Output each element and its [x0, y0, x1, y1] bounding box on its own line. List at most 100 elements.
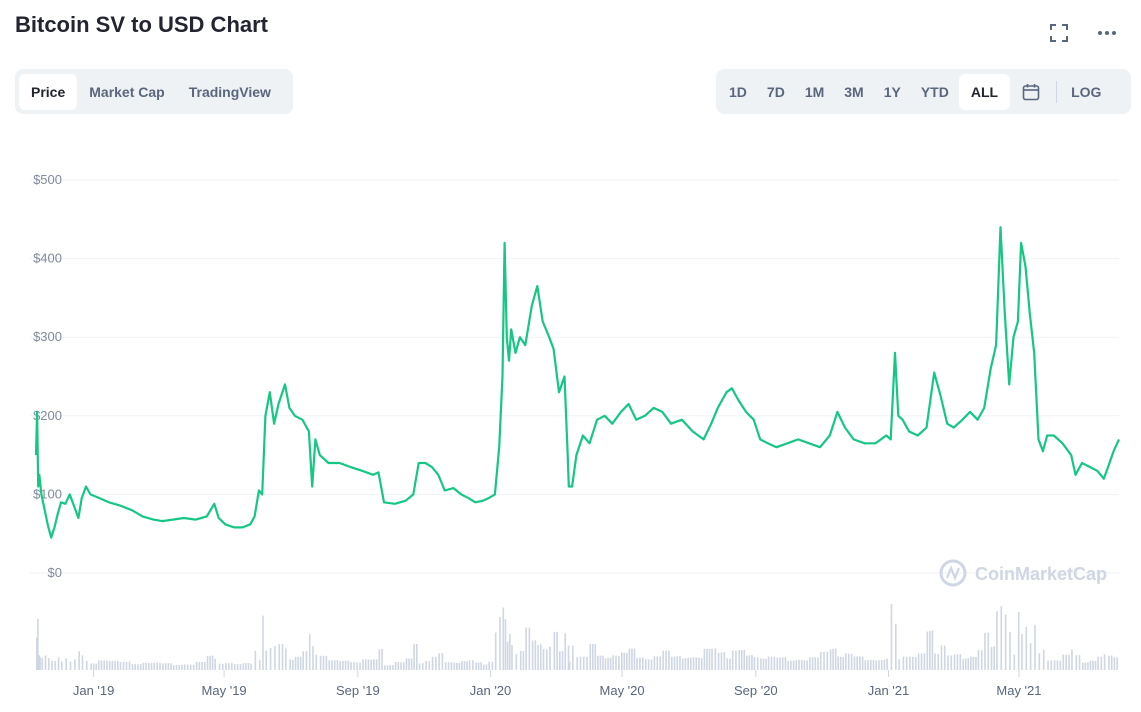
volume-bar: [708, 649, 711, 670]
tab-market-cap[interactable]: Market Cap: [89, 83, 165, 100]
volume-bar: [591, 643, 594, 670]
volume-bar: [1004, 614, 1007, 670]
volume-bar: [506, 641, 509, 670]
fullscreen-icon[interactable]: [1046, 20, 1072, 46]
calendar-button[interactable]: [1010, 74, 1052, 110]
volume-bar: [673, 656, 676, 670]
volume-bar: [386, 665, 389, 670]
volume-bar: [698, 657, 700, 670]
volume-bar: [44, 655, 47, 670]
volume-bar: [262, 615, 264, 670]
volume-bar: [659, 656, 662, 670]
range-3m[interactable]: 3M: [844, 83, 864, 100]
volume-bar: [1053, 660, 1056, 670]
y-tick-label: $100: [33, 486, 62, 501]
volume-bar: [181, 664, 183, 670]
volume-bar: [1108, 655, 1110, 670]
more-icon[interactable]: [1094, 20, 1120, 46]
volume-bar: [923, 653, 926, 670]
range-1d[interactable]: 1D: [729, 83, 747, 100]
volume-bar: [431, 656, 434, 670]
volume-bar: [937, 654, 940, 670]
volume-bar: [993, 646, 996, 670]
volume-bar: [201, 661, 203, 670]
volume-bar: [137, 664, 139, 670]
volume-bar: [228, 663, 230, 670]
volume-bar: [579, 656, 582, 670]
volume-bar: [929, 630, 931, 670]
volume-bar: [1068, 654, 1070, 670]
volume-bar: [1029, 643, 1032, 670]
volume-bar: [834, 648, 837, 670]
volume-bar: [856, 656, 859, 670]
volume-bar: [422, 663, 424, 670]
chart-type-tabs: Price Market Cap TradingView: [15, 69, 293, 114]
volume-bar: [819, 651, 822, 670]
range-1y[interactable]: 1Y: [883, 83, 901, 100]
volume-bar: [568, 661, 571, 670]
volume-bar: [604, 658, 607, 670]
volume-bar: [690, 657, 692, 670]
volume-bar: [480, 662, 482, 670]
volume-bar: [153, 662, 156, 670]
volume-bar: [726, 658, 729, 670]
volume-bar: [1082, 662, 1084, 670]
volume-bar: [662, 650, 664, 670]
tab-price[interactable]: Price: [19, 73, 78, 110]
volume-bar: [607, 658, 609, 670]
volume-bar: [867, 660, 869, 670]
volume-bar: [1038, 653, 1041, 670]
range-1m[interactable]: 1M: [804, 83, 825, 100]
x-tick-label: Sep '19: [336, 683, 380, 698]
volume-bar: [274, 646, 276, 670]
volume-bar: [809, 657, 811, 670]
volume-bar: [647, 659, 650, 670]
volume-bars: [36, 604, 1118, 670]
price-chart[interactable]: $0 $100 $200 $300 $400 $500 Jan '19 May '19 Sep…: [0, 150, 1141, 707]
volume-bar: [842, 657, 845, 670]
volume-bar: [139, 664, 142, 670]
volume-bar: [111, 660, 114, 670]
volume-bar: [444, 662, 447, 670]
volume-bar: [861, 656, 864, 670]
volume-bar: [668, 650, 670, 670]
volume-bar: [980, 650, 983, 670]
volume-bar: [599, 655, 602, 670]
volume-bar: [553, 632, 556, 670]
volume-bar: [972, 656, 975, 670]
volume-bar: [684, 658, 687, 670]
grid-lines: [30, 179, 1119, 574]
volume-bar: [731, 650, 734, 670]
volume-bar: [839, 656, 842, 670]
volume-bar: [776, 657, 779, 670]
volume-bar: [397, 662, 400, 670]
volume-bar: [883, 659, 886, 670]
volume-bar: [738, 650, 741, 670]
volume-bar: [853, 656, 856, 670]
volume-bar: [1042, 649, 1045, 670]
y-tick-label: $400: [33, 251, 62, 266]
volume-bar: [798, 659, 800, 670]
volume-bar: [485, 664, 488, 670]
tab-tradingview[interactable]: TradingView: [188, 83, 271, 100]
volume-bar: [811, 657, 814, 670]
volume-bar: [308, 634, 311, 670]
volume-bar: [522, 651, 525, 670]
volume-bar: [880, 659, 883, 670]
range-ytd[interactable]: YTD: [920, 83, 949, 100]
range-7d[interactable]: 7D: [766, 83, 785, 100]
volume-bar: [36, 637, 38, 670]
volume-bar: [250, 663, 252, 670]
watermark: CoinMarketCap: [939, 559, 1107, 587]
volume-bar: [119, 662, 122, 670]
volume-bar: [784, 657, 787, 670]
range-all[interactable]: ALL: [958, 73, 1011, 110]
volume-bar: [582, 656, 585, 670]
volume-bar: [156, 662, 158, 670]
volume-bar: [1034, 624, 1036, 670]
volume-bar: [461, 660, 463, 670]
volume-bar: [612, 655, 614, 670]
volume-bar: [325, 655, 328, 670]
volume-bar: [425, 661, 427, 670]
log-toggle[interactable]: LOG: [1071, 83, 1102, 100]
